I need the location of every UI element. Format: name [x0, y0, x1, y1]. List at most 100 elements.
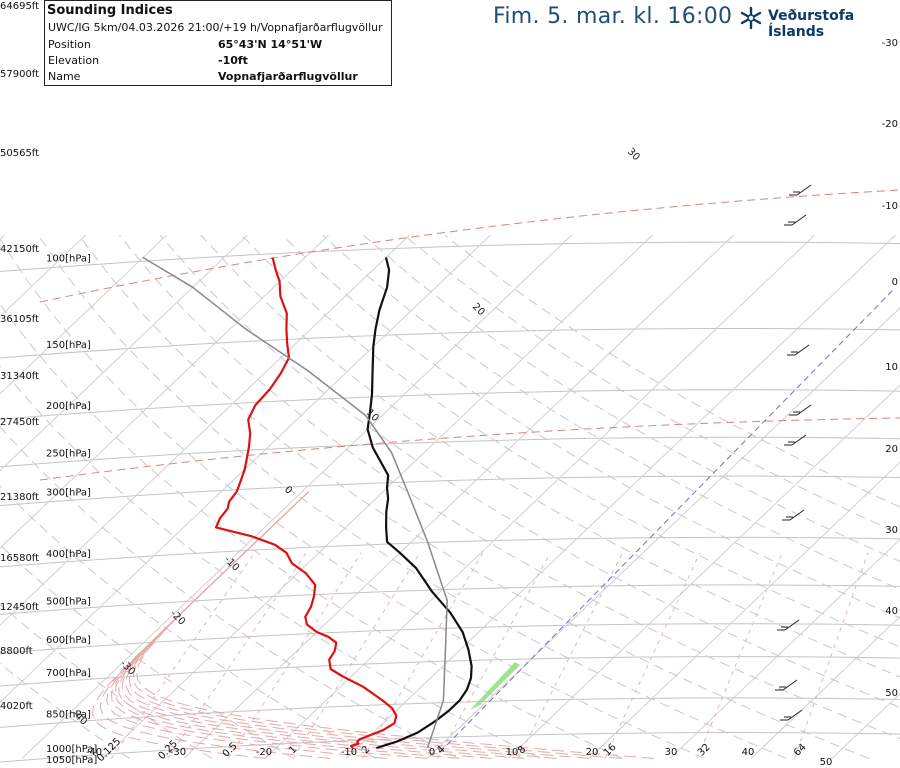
- altitude-label: 8800ft: [0, 646, 33, 657]
- right-axis-label: -10: [882, 201, 898, 212]
- isobar-line: [0, 584, 900, 615]
- dry-adiabat: [0, 302, 623, 759]
- isotherm-line: [669, 538, 900, 759]
- isotherm-line: [0, 234, 410, 626]
- altitude-label: 12450ft: [0, 602, 40, 613]
- moist-adiabat: [121, 491, 525, 759]
- bottom-temp-label: 30: [665, 747, 678, 758]
- moist-adiabat: [136, 491, 654, 759]
- wind-barb: [784, 434, 807, 446]
- barb-staff: [791, 214, 807, 226]
- wind-barb: [775, 679, 798, 691]
- altitude-label: 31340ft: [0, 371, 40, 382]
- pressure-label: 600[hPa]: [46, 635, 91, 646]
- isotherm-line: [345, 234, 896, 759]
- mixing-ratio-line: [167, 552, 307, 759]
- pressure-label: 100[hPa]: [46, 254, 91, 265]
- right-axis-label: 40: [885, 606, 898, 617]
- pressure-label: 200[hPa]: [46, 401, 91, 412]
- pressure-label: 1050[hPa]: [46, 755, 97, 766]
- info-value: -10ft: [218, 54, 248, 67]
- logo-text: Veðurstofa Íslands: [768, 8, 855, 40]
- pressure-label: 1000[hPa]: [46, 744, 97, 755]
- pressure-label: 850[hPa]: [46, 709, 91, 720]
- isotherm-label: 10: [364, 407, 381, 424]
- bottom-temp-label: -40: [86, 747, 102, 758]
- dry-adiabat: [0, 603, 213, 759]
- moist-adiabat: [118, 491, 492, 759]
- info-run: UWC/IG 5km/04.03.2026 21:00/+19 h/Vopnaf…: [48, 21, 383, 34]
- dry-adiabat: [200, 234, 900, 678]
- isotherm-line: [0, 234, 248, 472]
- mixing-ratio-label: 0.5: [221, 741, 240, 760]
- wind-barb: [784, 214, 807, 226]
- pressure-label: 250[hPa]: [46, 449, 91, 460]
- chart-labels: 100[hPa] 150[hPa] 200[hPa] 250[hPa] 300[hPa]…: [46, 38, 898, 768]
- isotherm-line: [0, 234, 491, 703]
- dry-adiabat: [403, 234, 900, 535]
- altitude-label: 42150ft: [0, 244, 40, 255]
- vedurstofa-logo: Veðurstofa Íslands: [738, 6, 898, 40]
- isotherm-label: 20: [470, 301, 487, 318]
- barb-staff: [796, 404, 812, 416]
- isotherm-line: [102, 234, 653, 759]
- series-line-0: [366, 257, 473, 750]
- altitude-label: 21380ft: [0, 492, 40, 503]
- isotherm-label: 0: [282, 484, 294, 496]
- mixing-ratio-line: [604, 552, 701, 759]
- wind-barb: [789, 184, 812, 196]
- altitude-label: 36105ft: [0, 314, 40, 325]
- reference-curve-upper: [39, 189, 900, 303]
- right-axis-label: 30: [885, 525, 898, 536]
- mixing-ratio-line: [517, 552, 623, 759]
- dry-adiabat: [0, 238, 705, 759]
- vedurstofa-snowflake-icon: [740, 6, 762, 30]
- barb-staff: [796, 184, 812, 196]
- dry-adiabat: [0, 544, 295, 759]
- isobar-line: [0, 656, 900, 687]
- valid-time: Fim. 5. mar. kl. 16:00: [493, 4, 733, 29]
- mixing-ratio-label: 2: [360, 744, 372, 756]
- info-row-name: Name Vopnafjarðarflugvöllur: [48, 70, 388, 85]
- altitude-label: 57900ft: [0, 69, 40, 80]
- isobar-line: [0, 697, 900, 728]
- moist-adiabat: [114, 491, 460, 759]
- mixing-ratio-line: [111, 552, 256, 759]
- info-key: Name: [48, 70, 81, 83]
- isotherm-line: [21, 234, 572, 759]
- info-row-elevation: Elevation -10ft: [48, 54, 388, 69]
- dry-adiabat: [0, 425, 459, 759]
- moist-adiabat: [99, 491, 330, 759]
- barb-staff: [789, 509, 805, 521]
- isobar-line: [0, 475, 900, 507]
- info-key: Position: [48, 38, 91, 51]
- right-axis-label: -20: [882, 119, 898, 130]
- reference-curve-lower: [39, 417, 900, 481]
- isotherm-line: [0, 234, 167, 395]
- isobar-line: [0, 436, 900, 468]
- isotherm-line: [750, 615, 900, 759]
- pressure-label: 700[hPa]: [46, 668, 91, 679]
- series-line-1: [214, 257, 398, 749]
- pressure-label: 400[hPa]: [46, 549, 91, 560]
- pressure-label: 500[hPa]: [46, 596, 91, 607]
- dry-adiabat: [159, 234, 900, 708]
- mixing-ratio-line: [793, 552, 869, 759]
- chart-grid: [0, 189, 900, 763]
- info-value: 65°43'N 14°51'W: [218, 38, 323, 51]
- barb-staff: [794, 344, 810, 356]
- bottom-temp-label: -20: [256, 747, 272, 758]
- info-row-position: Position 65°43'N 14°51'W: [48, 38, 388, 53]
- isotherm-line: [183, 234, 734, 759]
- isobar-line: [0, 241, 900, 273]
- pressure-label: 300[hPa]: [46, 488, 91, 499]
- series-line-2: [142, 256, 448, 749]
- dry-adiabat: [322, 234, 900, 590]
- isobar-line: [0, 389, 900, 420]
- bottom-temp-label: 40: [742, 747, 755, 758]
- altitude-label: 4020ft: [0, 701, 33, 712]
- altitude-label: 16580ft: [0, 553, 40, 564]
- bottom-temp-label: -30: [170, 747, 186, 758]
- parcel-shading: [470, 662, 520, 710]
